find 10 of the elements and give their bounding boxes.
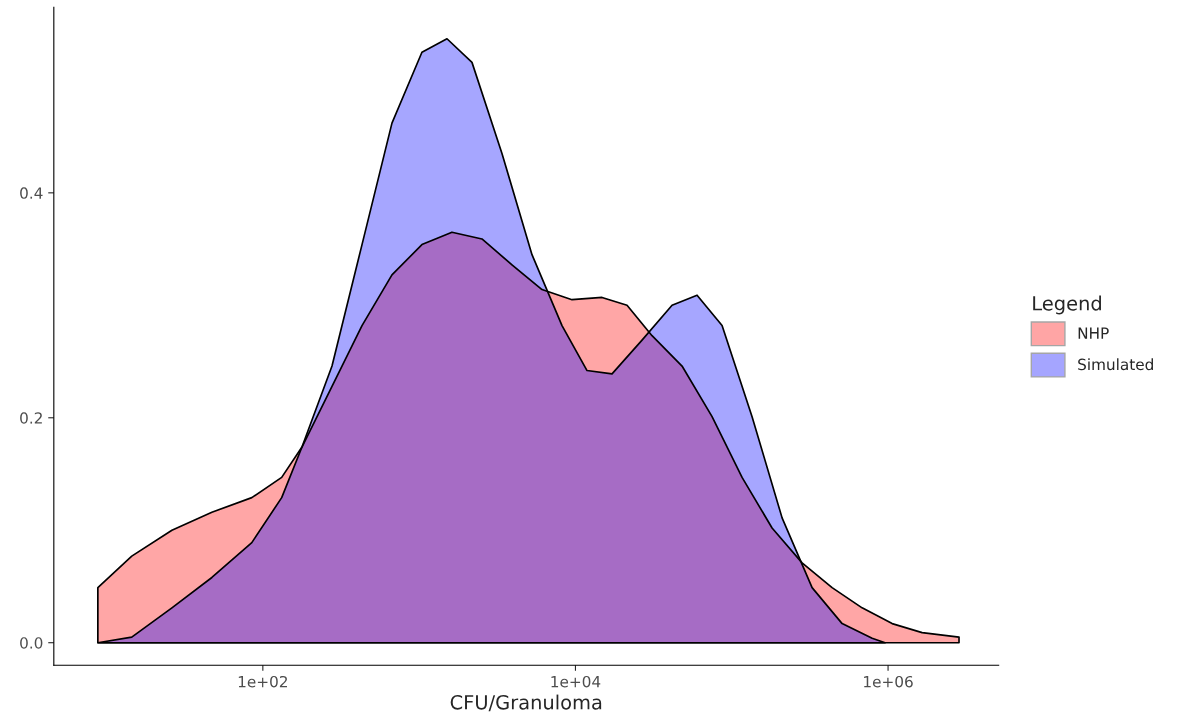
legend-label: NHP (1078, 327, 1109, 339)
legend-title: Legend (1033, 295, 1101, 315)
x-tick-label: 1e+06 (864, 675, 913, 688)
x-tick-label: 1e+02 (238, 675, 287, 688)
x-axis-title: CFU/Granuloma (450, 694, 602, 712)
y-tick-label: 0.4 (20, 187, 43, 199)
legend-label: Simulated (1078, 358, 1153, 371)
y-tick-label: 0.0 (20, 637, 43, 649)
x-tick-label: 1e+04 (551, 675, 601, 688)
y-tick-label: 0.2 (20, 412, 42, 424)
